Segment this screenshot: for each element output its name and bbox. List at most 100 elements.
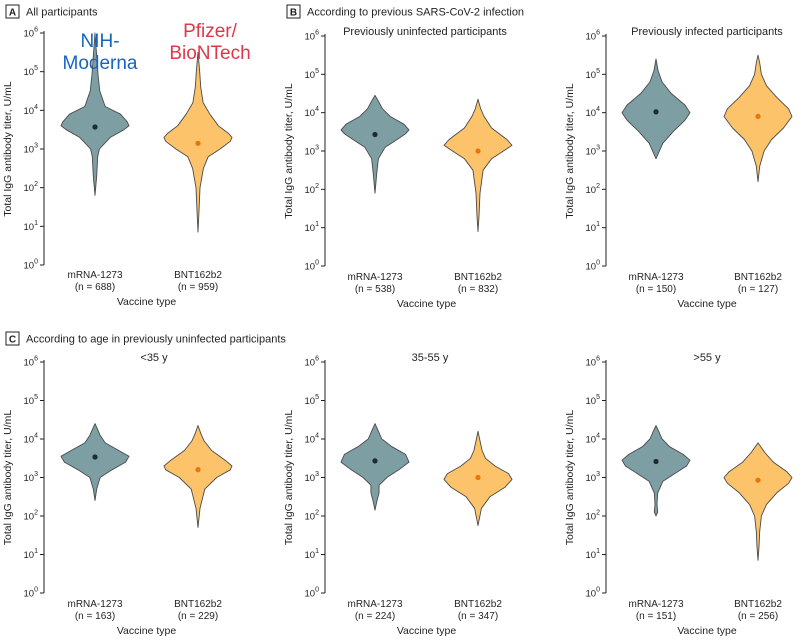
y-tick-label: 102 [24, 510, 39, 523]
y-tick-label: 104 [305, 433, 320, 446]
y-tick-label: 100 [305, 587, 320, 600]
category-label: mRNA-1273 [628, 599, 683, 610]
y-tick-label: 102 [305, 183, 320, 196]
chart-subtitle: <35 y [140, 352, 168, 364]
y-tick-label: 105 [24, 394, 39, 407]
y-axis-label: Total IgG antibody titer, U/mL [564, 83, 576, 219]
y-axis-label: Total IgG antibody titer, U/mL [283, 83, 295, 219]
y-tick-label: 105 [586, 394, 601, 407]
category-label: mRNA-1273 [628, 272, 683, 283]
y-tick-label: 105 [305, 68, 320, 81]
y-tick-label: 101 [586, 221, 601, 234]
panel-letter: B [290, 8, 297, 19]
violin-mrna-1273 [340, 94, 410, 194]
panel-badge-A: A [5, 4, 20, 19]
y-tick-label: 106 [24, 356, 39, 369]
y-tick-label: 101 [24, 548, 39, 561]
x-axis-label: Vaccine type [677, 298, 736, 310]
category-n-label: (n = 150) [636, 284, 676, 295]
violin-bnt162b2 [443, 98, 513, 232]
median-dot [755, 113, 761, 119]
panel-letter: A [9, 8, 16, 19]
x-axis-label: Vaccine type [397, 298, 456, 310]
panel-letter: C [9, 335, 16, 346]
y-tick-label: 105 [24, 65, 39, 78]
y-tick-label: 102 [586, 510, 601, 523]
category-label: BNT162b2 [734, 599, 782, 610]
y-tick-label: 102 [24, 181, 39, 194]
category-n-label: (n = 151) [636, 611, 676, 622]
y-axis-label: Total IgG antibody titer, U/mL [283, 410, 295, 546]
y-tick-label: 101 [305, 548, 320, 561]
category-n-label: (n = 347) [458, 611, 498, 622]
median-dot [653, 458, 659, 465]
y-tick-label: 102 [305, 510, 320, 523]
x-axis-label: Vaccine type [397, 625, 456, 637]
y-axis-label: Total IgG antibody titer, U/mL [564, 410, 576, 546]
section-title: All participants [26, 7, 98, 19]
category-label: BNT162b2 [454, 599, 502, 610]
category-n-label: (n = 688) [75, 282, 115, 293]
y-tick-label: 106 [586, 30, 601, 43]
y-axis-label: Total IgG antibody titer, U/mL [2, 81, 14, 217]
median-dot [372, 131, 378, 138]
y-tick-label: 104 [24, 104, 39, 117]
violin-mrna-1273 [60, 423, 130, 502]
chart-subtitle: 35-55 y [412, 352, 449, 364]
y-tick-label: 101 [305, 221, 320, 234]
panel-badge-C: C [5, 331, 20, 346]
x-axis-label: Vaccine type [677, 625, 736, 637]
category-label: BNT162b2 [174, 599, 222, 610]
y-tick-label: 100 [586, 260, 601, 273]
y-tick-label: 103 [586, 471, 601, 484]
annotation-nih-moderna: NIH-Moderna [63, 31, 138, 74]
y-tick-label: 103 [305, 145, 320, 158]
section-title: According to previous SARS-CoV-2 infecti… [307, 7, 524, 19]
panel-badge-B: B [286, 4, 301, 19]
chart-panel-5: 35-55 y 100 101 102 103 104 105 106 Total IgG an… [283, 352, 513, 637]
category-n-label: (n = 256) [738, 611, 778, 622]
annotation-line: NIH- [80, 31, 119, 52]
median-dot [92, 454, 98, 460]
category-label: mRNA-1273 [347, 272, 402, 283]
category-n-label: (n = 163) [75, 611, 115, 622]
y-tick-label: 100 [24, 259, 39, 272]
chart-panel-4: C According to age in previously uninfect… [2, 331, 286, 637]
y-tick-label: 101 [586, 548, 601, 561]
median-dot [475, 474, 481, 481]
violin-mrna-1273 [60, 32, 130, 196]
category-label: mRNA-1273 [67, 599, 122, 610]
y-tick-label: 103 [24, 471, 39, 484]
y-tick-label: 103 [24, 143, 39, 156]
median-dot [755, 477, 761, 483]
chart-panel-6: >55 y 100 101 102 103 104 105 106 Total IgG anti… [564, 352, 793, 637]
y-tick-label: 100 [305, 260, 320, 273]
y-tick-label: 100 [24, 587, 39, 600]
median-dot [475, 148, 481, 154]
section-title: According to age in previously uninfecte… [26, 334, 286, 346]
chart-panel-2: B According to previous SARS-CoV-2 infect… [283, 4, 524, 310]
violin-mrna-1273 [621, 58, 691, 160]
category-label: BNT162b2 [454, 272, 502, 283]
category-label: BNT162b2 [174, 270, 222, 281]
chart-subtitle: Previously infected participants [631, 26, 783, 38]
y-tick-label: 106 [305, 356, 320, 369]
category-n-label: (n = 959) [178, 282, 218, 293]
y-tick-label: 101 [24, 220, 39, 233]
chart-subtitle: Previously uninfected participants [343, 26, 507, 38]
y-tick-label: 104 [586, 433, 601, 446]
chart-subtitle: >55 y [693, 352, 721, 364]
category-n-label: (n = 127) [738, 284, 778, 295]
annotation-pfizer-biontech: Pfizer/BioNTech [169, 21, 250, 64]
y-tick-label: 104 [24, 433, 39, 446]
category-label: mRNA-1273 [67, 270, 122, 281]
median-dot [195, 467, 201, 473]
chart-panel-3: Previously infected participants 100 101 10… [564, 26, 793, 310]
median-dot [372, 458, 378, 464]
median-dot [195, 140, 201, 146]
x-axis-label: Vaccine type [117, 296, 176, 308]
median-dot [653, 109, 659, 115]
violin-bnt162b2 [723, 442, 793, 561]
y-tick-label: 102 [586, 183, 601, 196]
